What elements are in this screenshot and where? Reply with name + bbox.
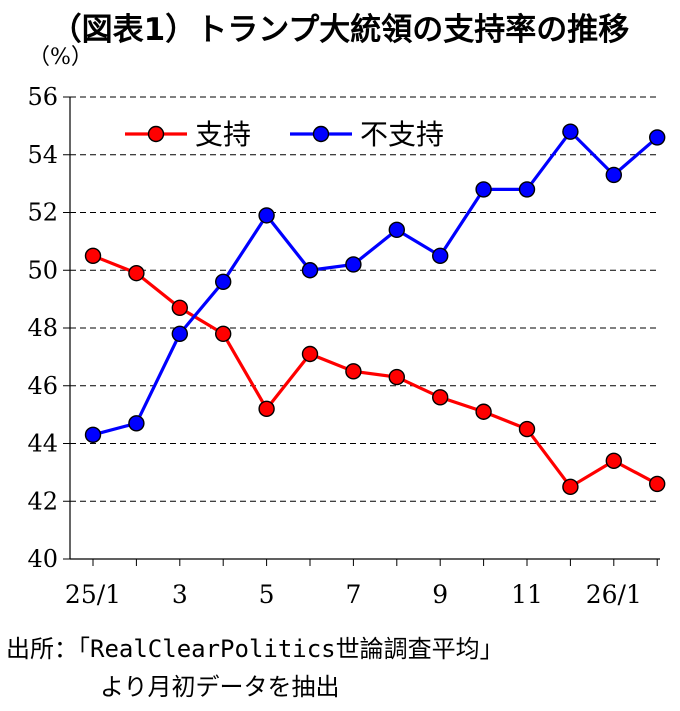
data-point-0-13	[649, 475, 666, 493]
x-tick-labels: 25/1 3 5 7 9 11 26/1	[65, 580, 642, 609]
y-tick-label: 54	[27, 141, 58, 169]
data-point-0-2	[171, 299, 189, 316]
y-tick-label: 50	[27, 256, 58, 284]
y-tick-label: 56	[27, 83, 58, 111]
data-point-0-10	[518, 420, 536, 438]
series-line-1	[92, 129, 659, 437]
series-line-0	[92, 254, 658, 489]
x-tick-label: 3	[172, 580, 188, 609]
data-point-0-5	[301, 345, 319, 363]
data-point-0-6	[345, 363, 362, 380]
y-tick-labels: 40 42 44 46 48 50 52 54 56	[27, 83, 58, 573]
data-point-0-4	[258, 400, 275, 418]
data-point-0-3	[214, 325, 232, 342]
data-point-1-6	[345, 256, 362, 273]
data-point-0-0	[84, 247, 102, 265]
data-point-1-13	[649, 129, 666, 146]
data-point-0-8	[432, 389, 449, 406]
legend-marker-0	[147, 125, 165, 143]
chart-title: （図表1）トランプ大統領の支持率の推移	[50, 12, 630, 48]
x-tick-label: 7	[345, 580, 361, 609]
series-layer	[84, 123, 666, 496]
legend-label-0: 支持	[195, 118, 251, 151]
x-tick-label: 9	[432, 580, 448, 609]
y-tick-label: 42	[27, 487, 58, 515]
data-point-1-1	[128, 415, 145, 432]
y-tick-label: 44	[27, 430, 58, 458]
y-tick-label: 48	[27, 314, 58, 342]
legend: 支持 不支持	[125, 118, 444, 151]
source-note: 出所：「RealClearPolitics世論調査平均」 より月初データを抽出	[6, 630, 504, 706]
grid-lines	[70, 96, 660, 502]
data-point-1-4	[258, 207, 275, 224]
data-point-1-7	[388, 221, 405, 239]
data-point-1-11	[562, 123, 579, 140]
data-point-0-9	[475, 403, 492, 420]
data-point-1-10	[518, 181, 536, 198]
x-tick-label: 26/1	[586, 580, 642, 609]
y-tick-label: 52	[27, 199, 58, 227]
data-point-0-12	[605, 452, 622, 470]
data-point-1-0	[84, 426, 102, 444]
data-point-1-9	[475, 181, 492, 198]
y-tick-label: 40	[27, 545, 58, 573]
data-point-1-2	[171, 325, 189, 342]
x-tick-label: 11	[511, 580, 543, 609]
data-point-0-1	[128, 264, 145, 282]
y-axis-unit: （%）	[28, 45, 93, 70]
legend-marker-1	[312, 125, 330, 143]
source-line-2: より月初データを抽出	[100, 673, 340, 701]
source-line-1: 出所：「RealClearPolitics世論調査平均」	[6, 635, 504, 663]
y-tick-label: 46	[27, 372, 58, 400]
data-point-1-8	[432, 247, 449, 265]
x-tick-label: 25/1	[65, 580, 121, 609]
data-point-1-5	[301, 262, 319, 279]
data-point-0-7	[388, 368, 405, 386]
x-tick-label: 5	[259, 580, 275, 609]
axes	[63, 96, 660, 566]
data-point-1-3	[214, 273, 232, 290]
data-point-1-12	[605, 166, 622, 184]
data-point-0-11	[562, 478, 579, 496]
legend-label-1: 不支持	[360, 118, 444, 151]
